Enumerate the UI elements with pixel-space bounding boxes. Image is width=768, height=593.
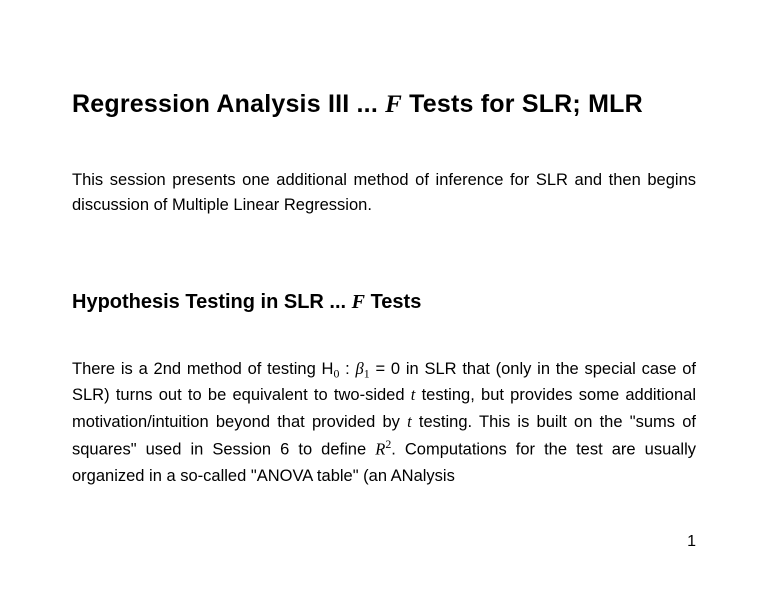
math-F: F [352, 291, 365, 313]
page-title: Regression Analysis III ... F Tests for … [72, 88, 696, 122]
math-beta: β [356, 359, 364, 378]
body-text: = 0 [370, 360, 400, 378]
subhead-text-b: Tests [365, 291, 421, 313]
section-heading: Hypothesis Testing in SLR ... F Tests [72, 291, 696, 314]
title-text-a: Regression Analysis III ... [72, 90, 385, 118]
intro-paragraph: This session presents one additional met… [72, 168, 696, 219]
body-text: There is a 2nd method of testing H [72, 360, 333, 378]
page-number: 1 [687, 533, 696, 551]
math-F: F [385, 91, 402, 118]
document-page: Regression Analysis III ... F Tests for … [0, 0, 768, 593]
math-R: R [375, 440, 385, 459]
body-text: : [339, 360, 355, 378]
subhead-text-a: Hypothesis Testing in SLR ... [72, 291, 352, 313]
title-text-b: Tests for SLR; MLR [402, 90, 643, 118]
body-paragraph: There is a 2nd method of testing H0 : β1… [72, 356, 696, 490]
